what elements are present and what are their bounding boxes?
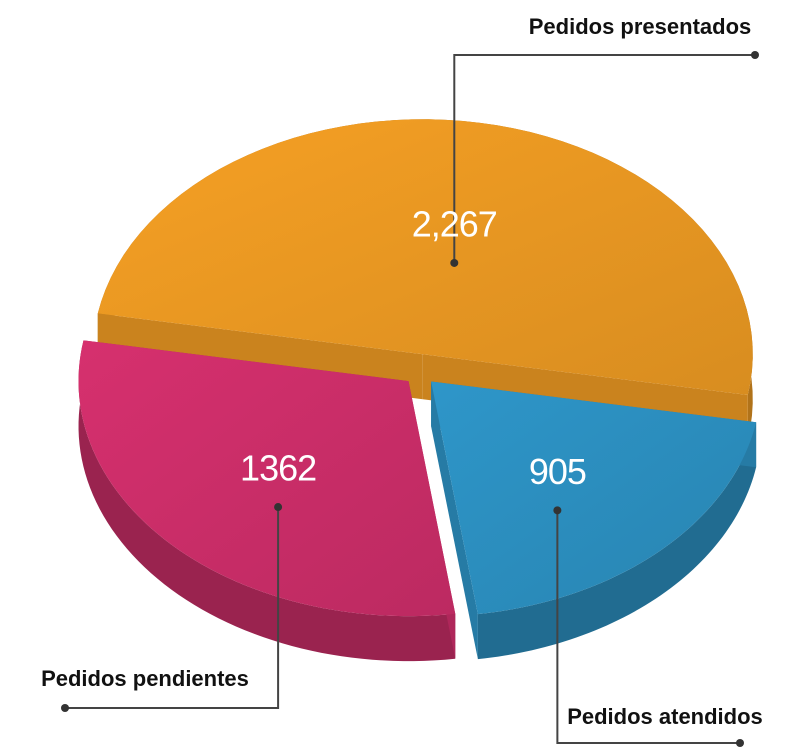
slice <box>431 381 757 615</box>
leader-dot <box>61 704 69 712</box>
category-label: Pedidos atendidos <box>567 704 763 729</box>
slice-side <box>78 340 456 662</box>
leader-line <box>453 54 755 263</box>
slice <box>78 340 456 617</box>
leader-line <box>556 510 740 744</box>
leader-dot <box>450 258 459 267</box>
value-label: 905 <box>529 451 586 492</box>
leader-dot <box>553 506 562 515</box>
category-label: Pedidos pendientes <box>41 666 249 691</box>
leader-dot <box>736 739 744 747</box>
slice-face <box>431 381 478 660</box>
leader-dot <box>751 51 759 59</box>
slice <box>97 119 753 396</box>
slice-side <box>477 422 757 660</box>
category-label: Pedidos presentados <box>529 14 752 39</box>
leader-dot <box>274 503 283 512</box>
value-label: 1362 <box>240 448 316 489</box>
value-label: 2,267 <box>412 203 497 244</box>
leader-line <box>65 507 280 709</box>
